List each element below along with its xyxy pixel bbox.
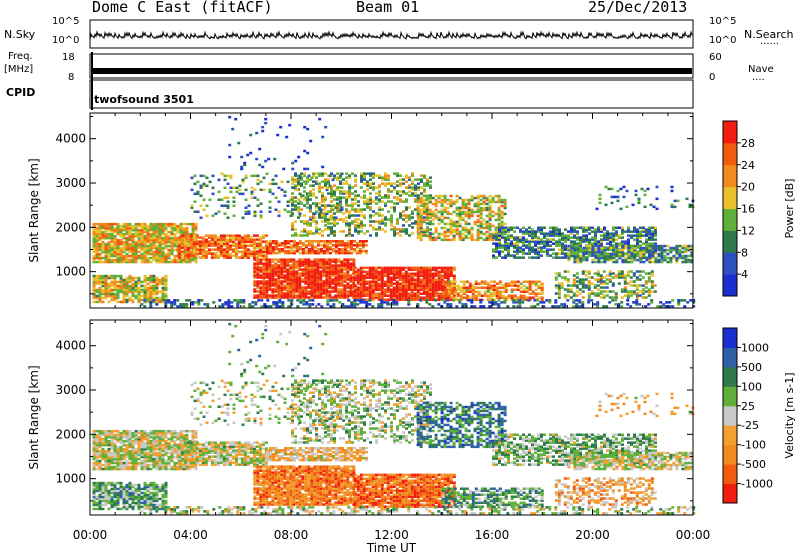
colorbar-label: Power [dB] [783, 179, 796, 239]
x-tick-label: 08:00 [274, 528, 309, 542]
y-tick-label: 2000 [55, 220, 86, 234]
colorbar-tick: 28 [741, 137, 755, 150]
colorbar-tick: -500 [741, 458, 766, 471]
x-tick-label: 00:00 [676, 528, 711, 542]
beam-title: Beam 01 [356, 0, 420, 16]
colorbar-swatch [723, 142, 737, 166]
nsearch-dots: ...... [760, 36, 780, 47]
cpid-text: twofsound 3501 [94, 93, 194, 106]
y-axis-label: Slant Range [km] [27, 158, 41, 262]
colorbar-swatch [723, 386, 737, 407]
colorbar-swatch [723, 186, 737, 209]
colorbar-swatch [723, 121, 737, 144]
power-colorbar: 4 8 12 16 20 24 28 Power [dB] [722, 120, 796, 297]
colorbar-label: Velocity [m s-1] [783, 372, 796, 458]
nsearch-label: N.Search [744, 28, 794, 41]
nave-label: Nave [748, 64, 774, 75]
nsky-trace [89, 30, 693, 41]
nave-top-tick: 60 [709, 52, 722, 63]
freq-top-tick: 18 [62, 52, 75, 63]
y-tick-label: 2000 [55, 427, 86, 441]
freq-bottom-tick: 8 [68, 72, 75, 83]
cpid-label: CPID [6, 86, 36, 99]
colorbar-swatch [723, 252, 737, 275]
nsky-label: N.Sky [4, 28, 36, 41]
axes: 1000 2000 3000 4000 Slant Range [km] 1000 2000… [27, 113, 710, 554]
colorbar-tick: 16 [741, 203, 755, 216]
colorbar-swatch [723, 366, 737, 387]
velocity-colorbar: 1000 500 100 25 -25 -100 -500 -1000 Velocity [m … [722, 327, 796, 504]
nsky-bottom-tick: 10^0 [52, 35, 80, 46]
y-tick-label: 4000 [55, 339, 86, 353]
cpid-panel [89, 79, 694, 109]
colorbar-tick: 500 [741, 361, 762, 374]
velocity-heatmap [92, 322, 696, 515]
colorbar-swatch [723, 164, 737, 188]
nsearch-bottom-tick: 10^0 [709, 35, 737, 46]
freq-label: Freq. [8, 51, 33, 62]
mhz-label: [MHz] [4, 64, 34, 75]
colorbar-tick: 24 [741, 159, 755, 172]
colorbar-swatch [723, 274, 737, 297]
power-heatmap [92, 115, 696, 308]
colorbar-swatch [723, 425, 737, 446]
colorbar-tick: 4 [741, 268, 748, 281]
y-tick-label: 3000 [55, 383, 86, 397]
x-axis-label: Time UT [366, 541, 417, 554]
colorbar-swatch [723, 328, 737, 348]
colorbar-tick: -100 [741, 439, 766, 452]
nave-dots: .... [752, 72, 765, 83]
colorbar-swatch [723, 405, 737, 426]
x-tick-label: 00:00 [73, 528, 108, 542]
strip-traces [89, 30, 693, 110]
date-title: 25/Dec/2013 [588, 0, 688, 16]
colorbar-tick: 20 [741, 181, 755, 194]
colorbar-tick: 1000 [741, 341, 769, 354]
freq-panel [89, 53, 694, 79]
freq-trace [91, 68, 692, 74]
nsky-top-tick: 10^5 [52, 16, 80, 27]
x-tick-label: 12:00 [374, 528, 409, 542]
x-tick-label: 20:00 [575, 528, 610, 542]
y-axis-label: Slant Range [km] [27, 365, 41, 469]
colorbar-swatch [723, 464, 737, 485]
station-title: Dome C East (fitACF) [92, 0, 273, 16]
colorbar-swatch [723, 208, 737, 231]
colorbar-tick: -1000 [741, 478, 773, 491]
nsky-panel [89, 19, 694, 49]
y-tick-label: 1000 [55, 472, 86, 486]
y-tick-label: 4000 [55, 132, 86, 146]
x-tick-label: 04:00 [173, 528, 208, 542]
colorbar-tick: 100 [741, 380, 762, 393]
colorbar-tick: -25 [741, 419, 759, 432]
y-tick-label: 3000 [55, 176, 86, 190]
nave-bottom-tick: 0 [709, 72, 716, 83]
colorbar-swatch [723, 347, 737, 368]
colorbar-swatch [723, 444, 737, 465]
colorbar-tick: 8 [741, 246, 748, 259]
y-tick-label: 1000 [55, 265, 86, 279]
x-tick-label: 16:00 [475, 528, 510, 542]
colorbar-tick: 25 [741, 400, 755, 413]
nsearch-top-tick: 10^5 [709, 16, 737, 27]
colorbar-tick: 12 [741, 224, 755, 237]
colorbar-swatch [723, 230, 737, 253]
colorbar-swatch [723, 483, 737, 504]
